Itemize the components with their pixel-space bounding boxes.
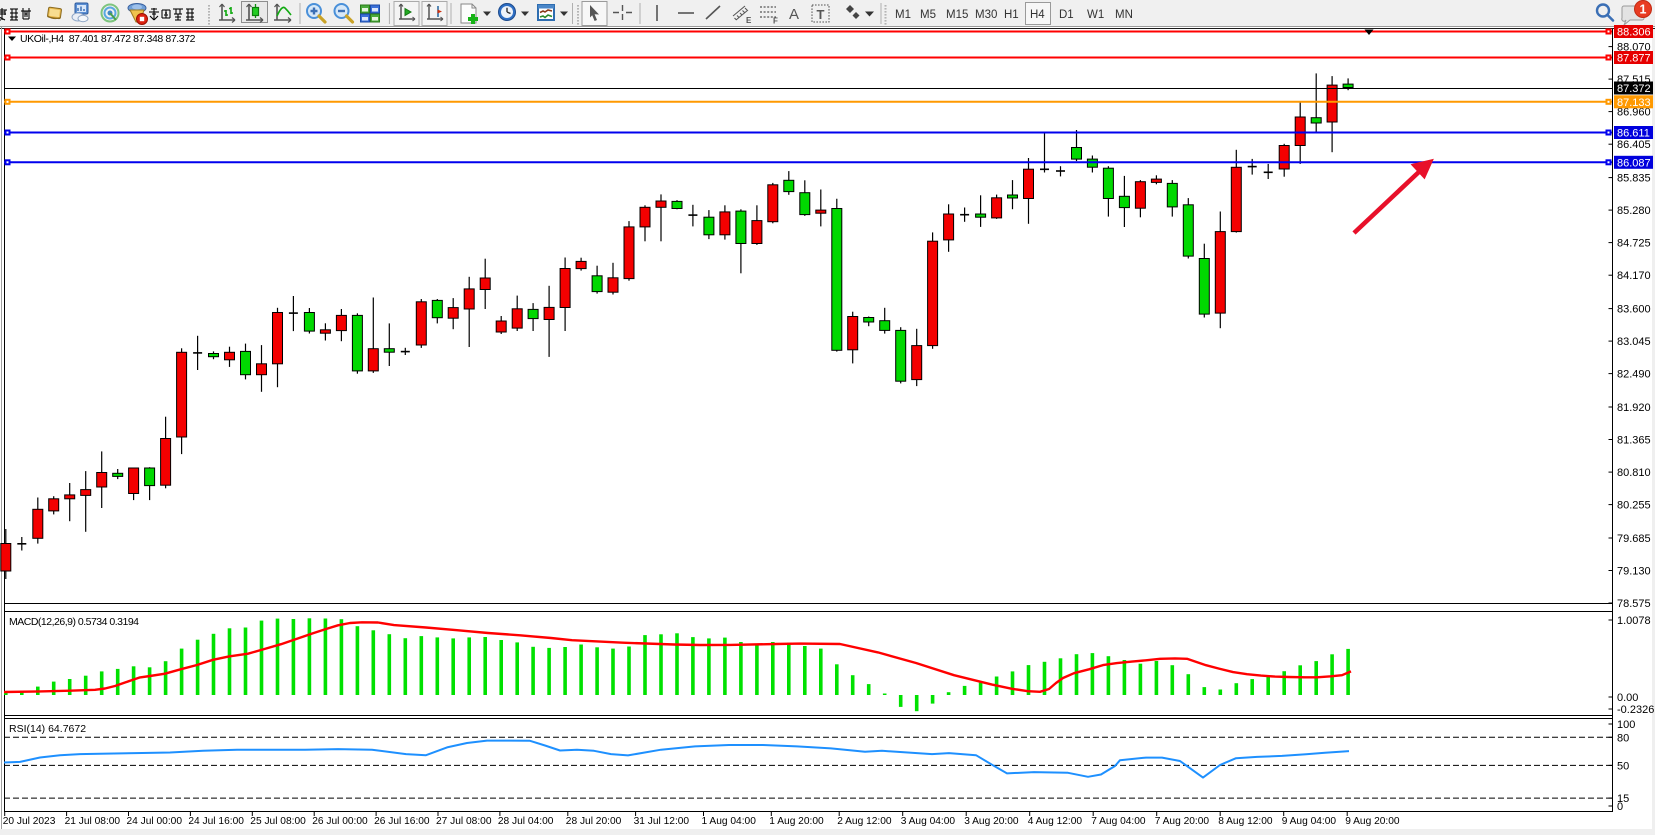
svg-text:80.255: 80.255 — [1617, 500, 1651, 512]
svg-text:84.725: 84.725 — [1617, 238, 1651, 250]
svg-text:88.070: 88.070 — [1617, 42, 1651, 54]
svg-text:80: 80 — [1617, 732, 1629, 744]
svg-text:RSI(14) 64.7672: RSI(14) 64.7672 — [9, 723, 86, 735]
svg-text:1 Aug 04:00: 1 Aug 04:00 — [702, 816, 757, 827]
svg-text:81.920: 81.920 — [1617, 402, 1651, 414]
svg-text:MN: MN — [1115, 9, 1133, 21]
svg-text:H4: H4 — [1030, 9, 1045, 21]
svg-text:82.490: 82.490 — [1617, 369, 1651, 381]
svg-text:100: 100 — [1617, 719, 1635, 731]
svg-text:15: 15 — [1617, 793, 1629, 805]
svg-text:26 Jul 00:00: 26 Jul 00:00 — [312, 816, 368, 827]
svg-text:D1: D1 — [1059, 9, 1074, 21]
svg-text:M1: M1 — [895, 9, 911, 21]
svg-text:7 Aug 04:00: 7 Aug 04:00 — [1091, 816, 1146, 827]
svg-text:T: T — [817, 7, 825, 22]
svg-text:87.372: 87.372 — [1617, 83, 1651, 95]
svg-text:86.960: 86.960 — [1617, 107, 1651, 119]
svg-text:3 Aug 04:00: 3 Aug 04:00 — [901, 816, 956, 827]
svg-text:28 Jul 04:00: 28 Jul 04:00 — [498, 816, 554, 827]
svg-text:88.306: 88.306 — [1617, 27, 1651, 39]
svg-text:86.405: 86.405 — [1617, 139, 1651, 151]
svg-text:M15: M15 — [946, 9, 968, 21]
svg-text:F: F — [773, 17, 778, 26]
svg-text:7 Aug 20:00: 7 Aug 20:00 — [1155, 816, 1210, 827]
svg-text:8 Aug 12:00: 8 Aug 12:00 — [1218, 816, 1273, 827]
svg-text:1: 1 — [1640, 3, 1647, 17]
svg-text:24 Jul 00:00: 24 Jul 00:00 — [127, 816, 183, 827]
svg-text:79.685: 79.685 — [1617, 533, 1651, 545]
svg-text:A: A — [789, 6, 799, 23]
svg-text:78.575: 78.575 — [1617, 598, 1651, 610]
svg-text:1.0078: 1.0078 — [1617, 615, 1651, 627]
svg-text:2 Aug 12:00: 2 Aug 12:00 — [837, 816, 892, 827]
svg-text:83.600: 83.600 — [1617, 304, 1651, 316]
svg-text:85.280: 85.280 — [1617, 205, 1651, 217]
svg-text:UKOil-,H4 87.401 87.472 87.34: UKOil-,H4 87.401 87.472 87.348 87.372 — [20, 33, 196, 45]
svg-text:4 Aug 12:00: 4 Aug 12:00 — [1028, 816, 1083, 827]
svg-text:W1: W1 — [1087, 9, 1104, 21]
svg-text:87.877: 87.877 — [1617, 53, 1651, 65]
svg-text:80.810: 80.810 — [1617, 467, 1651, 479]
svg-text:0: 0 — [1617, 801, 1623, 813]
svg-text:20 Jul 2023: 20 Jul 2023 — [3, 816, 56, 827]
svg-text:85.835: 85.835 — [1617, 173, 1651, 185]
svg-text:21 Jul 08:00: 21 Jul 08:00 — [65, 816, 121, 827]
svg-text:86.087: 86.087 — [1617, 157, 1651, 169]
svg-text:3 Aug 20:00: 3 Aug 20:00 — [964, 816, 1019, 827]
svg-text:26 Jul 16:00: 26 Jul 16:00 — [374, 816, 430, 827]
svg-text:M5: M5 — [920, 9, 936, 21]
svg-text:83.045: 83.045 — [1617, 336, 1651, 348]
svg-text:9 Aug 04:00: 9 Aug 04:00 — [1282, 816, 1337, 827]
svg-text:50: 50 — [1617, 760, 1629, 772]
svg-text:84.170: 84.170 — [1617, 270, 1651, 282]
svg-text:9 Aug 20:00: 9 Aug 20:00 — [1345, 816, 1400, 827]
svg-text:24 Jul 16:00: 24 Jul 16:00 — [188, 816, 244, 827]
svg-text:81.365: 81.365 — [1617, 435, 1651, 447]
svg-text:79.130: 79.130 — [1617, 566, 1651, 578]
svg-text:MACD(12,26,9) 0.5734 0.3194: MACD(12,26,9) 0.5734 0.3194 — [9, 616, 139, 628]
svg-text:31 Jul 12:00: 31 Jul 12:00 — [634, 816, 690, 827]
svg-text:27 Jul 08:00: 27 Jul 08:00 — [436, 816, 492, 827]
svg-text:86.611: 86.611 — [1617, 128, 1650, 140]
svg-text:0.00: 0.00 — [1617, 692, 1638, 704]
svg-text:M30: M30 — [975, 9, 997, 21]
svg-text:25 Jul 08:00: 25 Jul 08:00 — [250, 816, 306, 827]
svg-text:-0.2326: -0.2326 — [1617, 704, 1654, 716]
svg-text:87.133: 87.133 — [1617, 97, 1651, 109]
svg-text:E: E — [746, 16, 752, 25]
svg-text:1 Aug 20:00: 1 Aug 20:00 — [769, 816, 824, 827]
svg-text:28 Jul 20:00: 28 Jul 20:00 — [566, 816, 622, 827]
svg-text:H1: H1 — [1004, 9, 1019, 21]
